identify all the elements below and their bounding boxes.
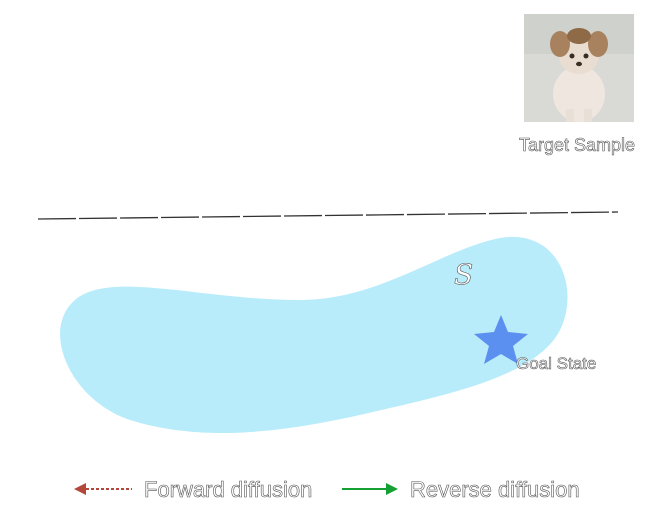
feasible-region-blob — [60, 236, 568, 433]
goal-star-icon — [474, 315, 528, 364]
reverse-diffusion-arrow-icon — [342, 483, 398, 495]
forward-diffusion-label: Forward diffusion — [144, 477, 313, 503]
reverse-diffusion-label: Reverse diffusion — [410, 477, 580, 503]
forward-diffusion-arrow-icon — [74, 483, 132, 495]
goal-state-label: Goal State — [516, 354, 597, 374]
dog-photo-icon — [524, 14, 634, 122]
target-sample-image — [524, 14, 634, 122]
target-sample-label: Target Sample — [519, 135, 636, 156]
region-symbol: S — [454, 258, 474, 292]
divider-line — [37, 211, 619, 220]
